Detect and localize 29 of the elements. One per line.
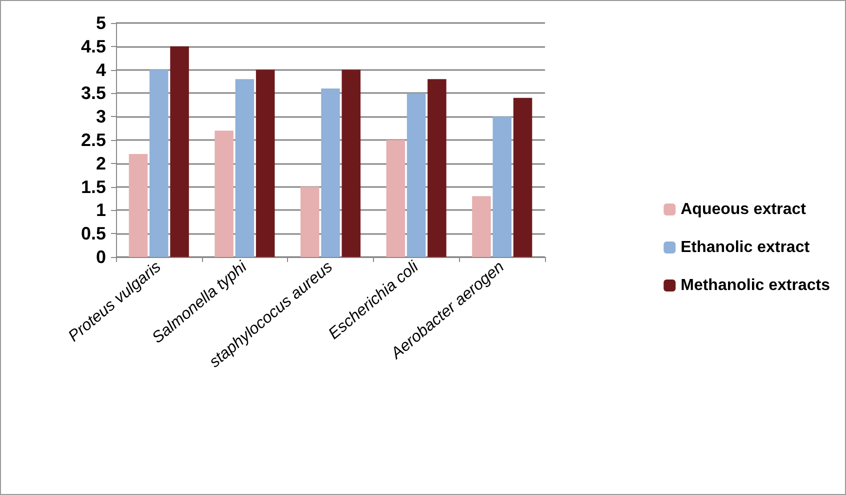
y-tick-label: 4 (96, 60, 106, 80)
bar (321, 88, 340, 257)
legend-label: Aqueous extract (680, 201, 807, 218)
bar (170, 46, 189, 257)
bar (235, 79, 254, 257)
bar (472, 196, 491, 257)
y-tick-label: 1 (96, 200, 106, 220)
bar (428, 79, 446, 257)
y-tick-label: 3.5 (80, 83, 106, 104)
bar (513, 98, 532, 257)
bar (214, 130, 234, 257)
y-tick-label: 2.5 (80, 130, 106, 150)
legend-label: Methanolic extracts (680, 277, 830, 294)
y-tick-label: 5 (96, 13, 106, 33)
bar (406, 93, 426, 257)
bar (300, 186, 320, 257)
bar (342, 70, 361, 257)
y-tick-label: 0 (96, 247, 106, 267)
y-tick-label: 2 (96, 153, 106, 174)
y-tick-label: 4.5 (80, 36, 106, 56)
bar (128, 154, 148, 257)
bar (256, 70, 275, 257)
bar (386, 140, 406, 257)
bar (150, 70, 168, 257)
bar (492, 116, 512, 257)
y-tick-label: 0.5 (80, 224, 106, 244)
y-tick-label: 3 (96, 106, 106, 127)
legend-label: Ethanolic extract (680, 239, 810, 256)
y-tick-label: 1.5 (80, 176, 106, 197)
